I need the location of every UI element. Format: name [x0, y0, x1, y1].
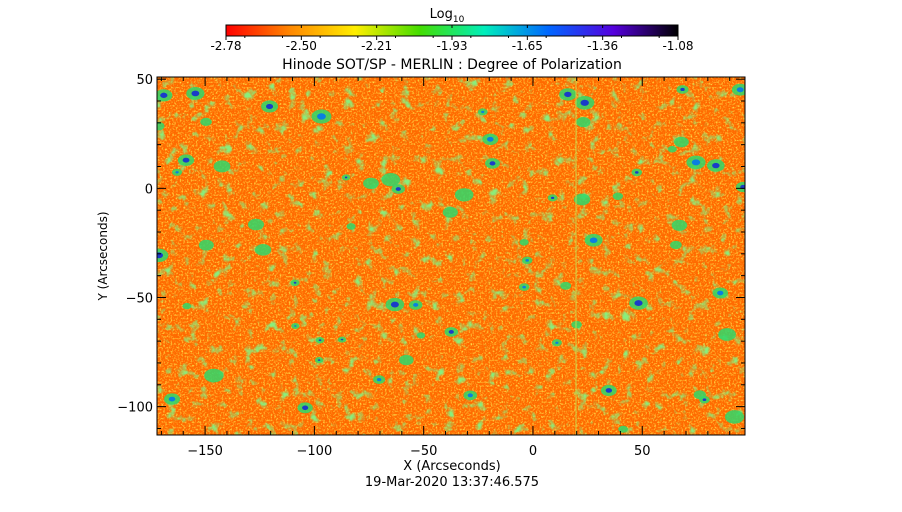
map-patch-core — [395, 187, 401, 191]
colorbar-tick-label: -2.78 — [210, 39, 241, 53]
map-patch-core — [550, 196, 555, 200]
map-patch-halo — [618, 425, 629, 433]
map-patch-core — [340, 338, 344, 341]
map-patch-core — [182, 157, 190, 163]
map-patch-core — [736, 87, 744, 93]
map-patch-core — [691, 159, 701, 166]
colorbar-label: Log10 — [430, 7, 465, 25]
map-patch-core — [294, 325, 297, 327]
x-tick-label: −100 — [297, 444, 333, 459]
map-patch-core — [634, 171, 639, 174]
map-patch-halo — [454, 188, 474, 202]
map-patch-halo — [363, 177, 379, 189]
map-patch-core — [413, 303, 419, 307]
map-patch-halo — [612, 192, 624, 200]
map-patch-core — [448, 330, 454, 334]
map-patch-halo — [399, 354, 414, 366]
y-tick-label: −50 — [126, 291, 153, 306]
map-patch-core — [344, 176, 348, 179]
map-patch-halo — [519, 238, 529, 246]
colorbar-tick-label: -2.21 — [361, 39, 392, 53]
map-patch-core — [390, 301, 399, 308]
map-patch-core — [712, 162, 720, 169]
x-axis-label: X (Arcseconds) — [403, 459, 500, 474]
map-patch-halo — [157, 121, 165, 131]
map-patch-core — [160, 92, 168, 98]
axes: −150 −100 −50 0 50 50 0 −50 −100 — [117, 73, 745, 459]
colorbar-tick-label: -1.93 — [436, 39, 467, 53]
map-patch-core — [489, 161, 496, 166]
chart-title: Hinode SOT/SP - MERLIN : Degree of Polar… — [282, 57, 622, 73]
map-patch-core — [175, 171, 179, 174]
colorbar-tick-label: -2.50 — [286, 39, 317, 53]
map-patch-core — [302, 405, 309, 411]
map-patch-halo — [200, 117, 212, 127]
x-tick-label: 0 — [529, 444, 537, 459]
map-patch-core — [580, 99, 589, 106]
map-patch-core — [157, 252, 163, 259]
map-patch-core — [525, 259, 529, 262]
map-patch-core — [467, 393, 473, 398]
map-network-texture — [157, 77, 745, 435]
map-patch-halo — [442, 206, 458, 218]
map-patch-halo — [718, 328, 736, 341]
colorbar-ticks: -2.78 -2.50 -2.21 -1.93 -1.65 -1.36 -1.08 — [210, 25, 694, 53]
map-patch-halo — [573, 193, 591, 206]
map-patch-core — [605, 388, 613, 393]
x-tick-label: −150 — [187, 444, 223, 459]
colorbar-tick-label: -1.08 — [662, 39, 693, 53]
map-patch-core — [481, 110, 485, 114]
map-patch-core — [589, 237, 598, 244]
polarization-map — [157, 77, 745, 435]
map-patch-halo — [560, 281, 572, 290]
map-patch-halo — [198, 239, 214, 251]
map-patch-core — [487, 136, 494, 142]
colorbar-label-subscript: 10 — [453, 15, 465, 25]
map-patch-halo — [254, 244, 272, 256]
x-tick-label: 50 — [634, 444, 651, 459]
colorbar-tick-label: -1.65 — [512, 39, 543, 53]
map-patch-core — [564, 91, 572, 98]
map-patch-halo — [576, 117, 591, 128]
plot-frame — [156, 76, 746, 436]
map-patch-core — [702, 398, 707, 402]
map-patch-halo — [346, 223, 356, 230]
map-patch-core — [265, 103, 274, 110]
map-patch-core — [522, 285, 526, 289]
map-patch-halo — [670, 240, 682, 250]
map-patch-halo — [247, 218, 265, 231]
x-tick-label: −50 — [410, 444, 437, 459]
map-patch-core — [318, 339, 322, 342]
map-patch-halo — [667, 145, 677, 153]
map-patches — [157, 83, 745, 433]
y-axis-label: Y (Arcseconds) — [96, 211, 110, 301]
map-patch-core — [717, 290, 724, 296]
map-patch-core — [191, 90, 200, 97]
y-tick-label: 50 — [136, 73, 153, 88]
map-patch-core — [634, 300, 643, 307]
map-patch-halo — [416, 332, 426, 339]
map-patch-core — [293, 281, 297, 284]
map-patch-core — [168, 396, 176, 402]
map-patch-core — [317, 113, 326, 120]
y-tick-label: 0 — [145, 182, 153, 197]
map-patch-core — [376, 377, 382, 382]
map-patch-halo — [671, 219, 688, 231]
map-patch-core — [555, 341, 559, 344]
map-patch-halo — [213, 160, 231, 173]
map-patch-core — [680, 87, 685, 92]
map-patch-halo — [182, 302, 192, 310]
map-patch-core — [317, 359, 321, 361]
timestamp: 19-Mar-2020 13:37:46.575 — [365, 475, 539, 490]
colorbar-tick-label: -1.36 — [587, 39, 618, 53]
map-patch-halo — [724, 410, 745, 424]
map-patch-halo — [381, 173, 401, 187]
y-tick-label: −100 — [117, 401, 153, 416]
map-patch-halo — [674, 136, 689, 148]
map-patch-halo — [204, 368, 224, 383]
